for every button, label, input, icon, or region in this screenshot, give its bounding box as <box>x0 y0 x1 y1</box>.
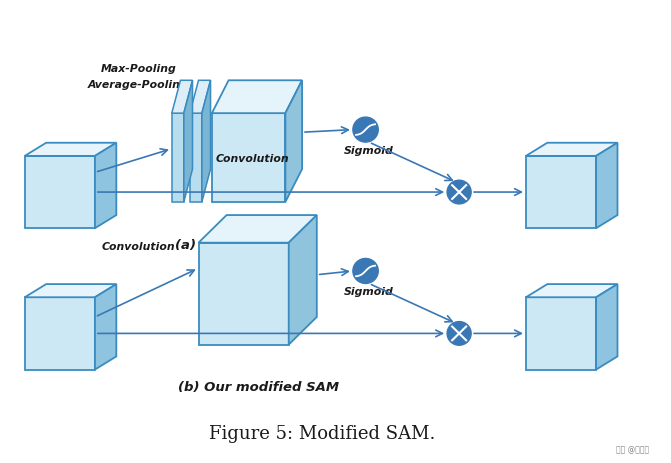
Text: Convolution: Convolution <box>101 242 175 252</box>
Polygon shape <box>285 80 302 202</box>
Polygon shape <box>289 215 317 344</box>
Text: Figure 5: Modified SAM.: Figure 5: Modified SAM. <box>209 425 435 443</box>
Circle shape <box>353 117 378 142</box>
Polygon shape <box>596 284 617 369</box>
Text: Sigmoid: Sigmoid <box>344 287 394 297</box>
Polygon shape <box>190 113 202 202</box>
Polygon shape <box>25 284 116 297</box>
Polygon shape <box>25 156 95 228</box>
Text: [85]: [85] <box>240 239 270 252</box>
Circle shape <box>447 180 471 204</box>
Polygon shape <box>526 156 596 228</box>
Circle shape <box>447 322 471 345</box>
Polygon shape <box>25 143 116 156</box>
Text: Convolution: Convolution <box>215 154 289 164</box>
Polygon shape <box>596 143 617 228</box>
Text: 知乎 @深度眸: 知乎 @深度眸 <box>617 445 650 454</box>
Text: (b) Our modified SAM: (b) Our modified SAM <box>178 381 339 394</box>
Polygon shape <box>212 113 285 202</box>
Polygon shape <box>202 80 211 202</box>
Polygon shape <box>212 80 302 113</box>
Polygon shape <box>190 80 211 113</box>
Polygon shape <box>526 284 617 297</box>
Polygon shape <box>199 243 289 344</box>
Text: Sigmoid: Sigmoid <box>344 146 394 156</box>
Circle shape <box>353 258 378 283</box>
Text: Max-Pooling: Max-Pooling <box>101 64 176 75</box>
Polygon shape <box>199 215 317 243</box>
Polygon shape <box>184 80 193 202</box>
Polygon shape <box>25 297 95 369</box>
Text: (a) SAM: (a) SAM <box>176 239 239 252</box>
Polygon shape <box>526 297 596 369</box>
Polygon shape <box>95 143 116 228</box>
Polygon shape <box>172 113 184 202</box>
Text: Average-Pooling: Average-Pooling <box>88 80 189 90</box>
Polygon shape <box>95 284 116 369</box>
Polygon shape <box>526 143 617 156</box>
Polygon shape <box>172 80 193 113</box>
